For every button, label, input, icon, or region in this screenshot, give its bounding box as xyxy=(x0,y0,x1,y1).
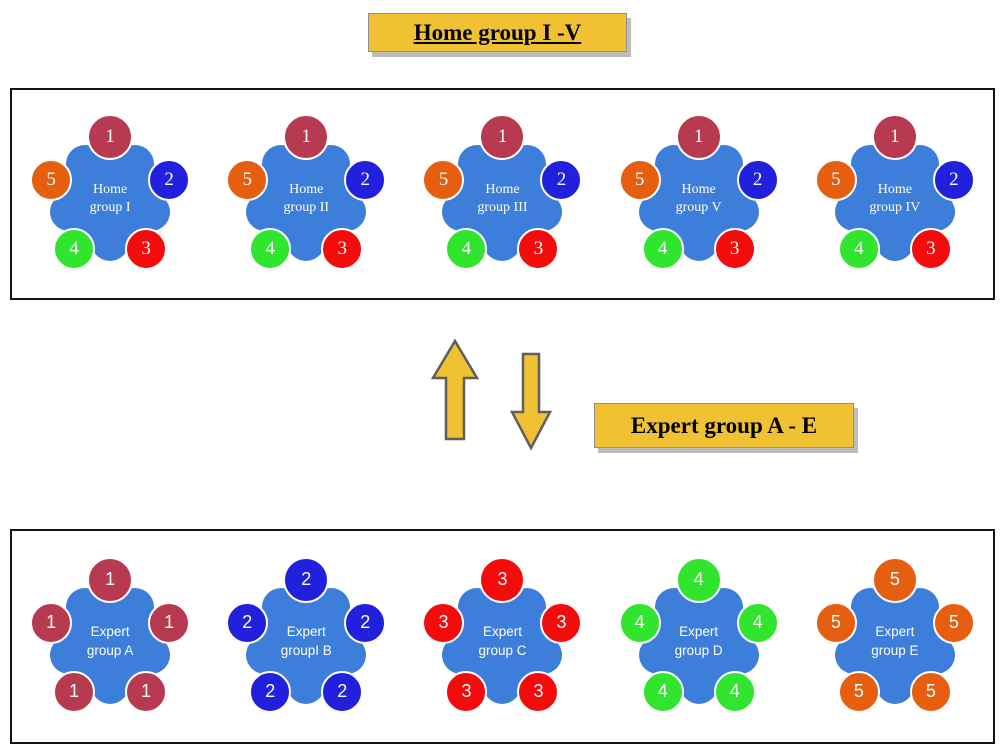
member-circle: 3 xyxy=(517,670,560,713)
member-circle: 1 xyxy=(283,114,330,160)
member-circle: 5 xyxy=(30,159,73,201)
member-circle: 5 xyxy=(932,601,975,644)
member-circle: 4 xyxy=(837,228,880,270)
member-circle: 1 xyxy=(148,601,191,644)
member-circle: 3 xyxy=(125,228,168,270)
member-circle: 2 xyxy=(148,159,191,201)
member-circle: 2 xyxy=(540,159,583,201)
member-circle: 4 xyxy=(675,556,722,603)
group-label-line: group E xyxy=(871,642,919,658)
member-circle: 2 xyxy=(344,159,387,201)
home-groups-panel: Home group I 1 2 3 4 5 Home group II 1 2 3 4 5 Home gro… xyxy=(10,88,995,300)
member-circle: 3 xyxy=(909,228,952,270)
group-label-line: groupI B xyxy=(280,642,332,658)
group-label-line: group II xyxy=(283,200,330,215)
home-group-cluster: Home group IV 1 2 3 4 5 xyxy=(800,106,990,282)
member-circle: 2 xyxy=(932,159,975,201)
group-label-line: group V xyxy=(675,200,722,215)
home-group-cluster: Home group II 1 2 3 4 5 xyxy=(211,106,401,282)
member-circle: 3 xyxy=(321,228,364,270)
member-circle: 1 xyxy=(125,670,168,713)
member-circle: 2 xyxy=(736,159,779,201)
member-circle: 5 xyxy=(226,159,269,201)
member-circle: 4 xyxy=(736,601,779,644)
member-circle: 5 xyxy=(871,556,918,603)
member-circle: 5 xyxy=(814,601,857,644)
member-circle: 5 xyxy=(837,670,880,713)
member-circle: 5 xyxy=(909,670,952,713)
member-circle: 1 xyxy=(53,670,96,713)
member-circle: 5 xyxy=(422,159,465,201)
member-circle: 1 xyxy=(87,556,134,603)
member-circle: 4 xyxy=(713,670,756,713)
home-groups-banner: Home group I -V xyxy=(368,13,627,52)
member-circle: 5 xyxy=(618,159,661,201)
member-circle: 1 xyxy=(871,114,918,160)
expert-banner-label: Expert group A - E xyxy=(630,412,818,438)
expert-groups-panel: Expert group A 1 1 1 1 1 Expert groupI B 2 2 2 2 2 Exp… xyxy=(10,529,995,744)
group-label-line: Home xyxy=(92,181,128,197)
group-label-line: Home xyxy=(289,181,324,197)
member-circle: 4 xyxy=(641,228,684,270)
member-circle: 2 xyxy=(321,670,364,713)
member-circle: 3 xyxy=(713,228,756,270)
group-label-line: group IV xyxy=(869,200,921,215)
member-circle: 2 xyxy=(226,601,269,644)
group-label-line: Home xyxy=(485,181,520,197)
group-label-line: group I xyxy=(89,200,131,215)
member-circle: 1 xyxy=(479,114,526,160)
group-label-line: Expert xyxy=(90,624,130,640)
group-label-line: group III xyxy=(477,200,528,215)
member-circle: 1 xyxy=(30,601,73,644)
group-label-line: Expert xyxy=(679,624,719,640)
group-label-line: Expert xyxy=(482,624,522,640)
member-circle: 4 xyxy=(618,601,661,644)
member-circle: 3 xyxy=(422,601,465,644)
member-circle: 3 xyxy=(540,601,583,644)
member-circle: 4 xyxy=(53,228,96,270)
member-circle: 3 xyxy=(517,228,560,270)
group-label-line: group A xyxy=(86,642,134,658)
group-label-line: group C xyxy=(478,642,527,658)
member-circle: 4 xyxy=(641,670,684,713)
group-label-line: group D xyxy=(674,642,723,658)
home-banner-label: Home group I -V xyxy=(413,19,582,45)
group-label-line: Expert xyxy=(286,624,326,640)
member-circle: 3 xyxy=(479,556,526,603)
member-circle: 3 xyxy=(445,670,488,713)
member-circle: 4 xyxy=(445,228,488,270)
member-circle: 2 xyxy=(283,556,330,603)
group-label-line: Home xyxy=(681,181,716,197)
expert-groups-banner: Expert group A - E xyxy=(594,403,854,448)
member-circle: 1 xyxy=(675,114,722,160)
group-label-line: Home xyxy=(877,181,912,197)
group-label-line: Expert xyxy=(875,624,915,640)
member-circle: 5 xyxy=(814,159,857,201)
member-circle: 2 xyxy=(344,601,387,644)
member-circle: 1 xyxy=(87,114,134,160)
member-circle: 2 xyxy=(249,670,292,713)
member-circle: 4 xyxy=(249,228,292,270)
up-arrow-icon xyxy=(430,338,480,447)
home-group-cluster: Home group III 1 2 3 4 5 xyxy=(407,106,597,282)
down-arrow-icon xyxy=(509,351,553,456)
